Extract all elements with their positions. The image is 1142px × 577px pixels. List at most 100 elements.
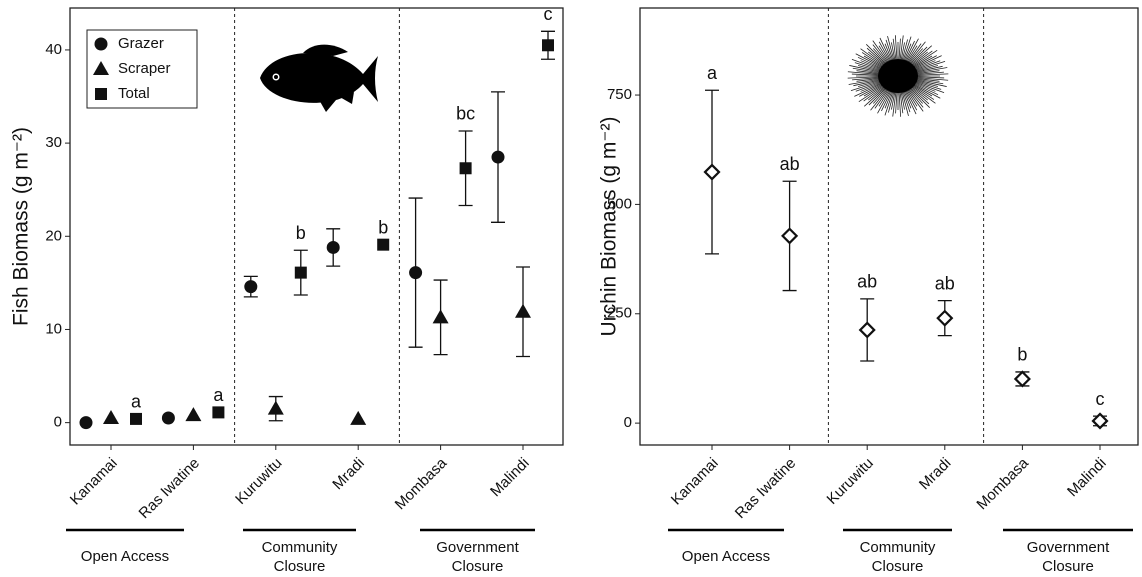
- group-label: Government: [436, 539, 519, 556]
- plot-frame: [69, 7, 564, 446]
- urchin-icon: [847, 35, 949, 117]
- point-group: [1013, 370, 1031, 388]
- total-point: [542, 39, 554, 52]
- total-point: [377, 238, 390, 251]
- point-group: [458, 130, 473, 207]
- point-group: [103, 409, 119, 424]
- point-group: [781, 180, 799, 292]
- point-group: [703, 89, 721, 255]
- x-tick-label: Mradi: [329, 455, 368, 494]
- point-group: [326, 228, 341, 267]
- significance-letter: bc: [456, 104, 475, 124]
- scraper-point: [515, 303, 531, 318]
- group-label: Closure: [452, 558, 504, 575]
- urchin-point: [1091, 412, 1109, 430]
- x-tick-label: Ras Iwatine: [732, 455, 799, 522]
- grazer-point: [491, 150, 505, 164]
- point-group: [858, 298, 876, 362]
- point-group: [267, 395, 284, 422]
- point-group: [212, 406, 225, 419]
- y-tick-label: 20: [45, 227, 62, 244]
- group-label: Open Access: [682, 548, 770, 565]
- group-label: Closure: [872, 558, 924, 575]
- scraper-point: [432, 309, 449, 324]
- y-tick-label: 40: [45, 41, 62, 58]
- x-tick-label: Mradi: [916, 455, 955, 494]
- y-tick-label: 500: [607, 195, 632, 212]
- point-group: [541, 30, 555, 60]
- point-group: [243, 275, 258, 298]
- x-tick-label: Mombasa: [392, 454, 451, 513]
- scraper-point: [267, 400, 284, 415]
- point-group: [130, 412, 142, 425]
- urchin-point: [703, 163, 721, 181]
- point-group: [408, 197, 423, 348]
- point-group: [1091, 412, 1109, 430]
- group-label: Community: [262, 539, 338, 556]
- urchin-point: [858, 321, 876, 339]
- urchin-point: [1013, 370, 1031, 388]
- y-tick-label: 10: [45, 320, 62, 337]
- point-group: [161, 411, 175, 425]
- legend-label: Total: [118, 85, 150, 102]
- group-label: Closure: [274, 558, 326, 575]
- group-label: Open Access: [81, 548, 169, 565]
- group-label: Government: [1027, 539, 1110, 556]
- x-tick-label: Mombasa: [973, 454, 1032, 513]
- y-tick-label: 0: [624, 414, 632, 431]
- point-group: [79, 416, 93, 430]
- y-axis-title: Urchin Biomass (g m⁻²): [598, 117, 621, 337]
- group-label: Closure: [1042, 558, 1094, 575]
- point-group: [377, 238, 390, 251]
- grazer-point: [79, 416, 93, 430]
- significance-letter: ab: [857, 272, 877, 292]
- y-tick-label: 0: [54, 414, 62, 431]
- grazer-point: [94, 37, 108, 51]
- grazer-point: [409, 266, 423, 280]
- plot-frame: [639, 7, 1139, 446]
- urchin-point: [936, 309, 954, 327]
- total-point: [294, 266, 307, 279]
- y-axis-title: Fish Biomass (g m⁻²): [10, 127, 33, 326]
- significance-letter: a: [707, 63, 718, 83]
- point-group: [432, 279, 449, 356]
- legend-label: Grazer: [118, 35, 164, 52]
- x-tick-label: Kuruwitu: [232, 455, 285, 508]
- point-group: [491, 91, 505, 223]
- x-tick-label: Kanamai: [67, 455, 121, 509]
- grazer-point: [244, 280, 258, 294]
- x-tick-label: Kanamai: [668, 455, 722, 509]
- total-point: [459, 162, 472, 175]
- point-group: [936, 299, 954, 337]
- urchin-body: [878, 59, 918, 93]
- significance-letter: b: [296, 223, 306, 243]
- scraper-point: [93, 61, 109, 75]
- total-point: [212, 406, 225, 419]
- total-point: [130, 412, 142, 425]
- y-tick-label: 250: [607, 305, 632, 322]
- group-label: Community: [860, 539, 936, 556]
- fish-icon: [260, 44, 378, 112]
- legend-label: Scraper: [118, 60, 171, 77]
- urchin-point: [781, 227, 799, 245]
- point-group: [350, 410, 367, 425]
- x-tick-label: Ras Iwatine: [136, 455, 203, 522]
- grazer-point: [161, 411, 175, 425]
- scraper-point: [350, 410, 367, 425]
- point-group: [293, 249, 308, 296]
- scraper-point: [103, 409, 119, 424]
- significance-letter: c: [1096, 389, 1105, 409]
- significance-letter: a: [213, 385, 224, 405]
- significance-letter: ab: [780, 154, 800, 174]
- significance-letter: c: [544, 4, 553, 24]
- significance-letter: a: [131, 392, 142, 412]
- x-tick-label: Kuruwitu: [824, 455, 877, 508]
- y-tick-label: 30: [45, 134, 62, 151]
- significance-letter: b: [1017, 345, 1027, 365]
- grazer-point: [326, 240, 340, 254]
- x-tick-label: Malindi: [487, 455, 533, 501]
- y-tick-label: 750: [607, 86, 632, 103]
- significance-letter: b: [378, 217, 388, 237]
- point-group: [515, 266, 531, 358]
